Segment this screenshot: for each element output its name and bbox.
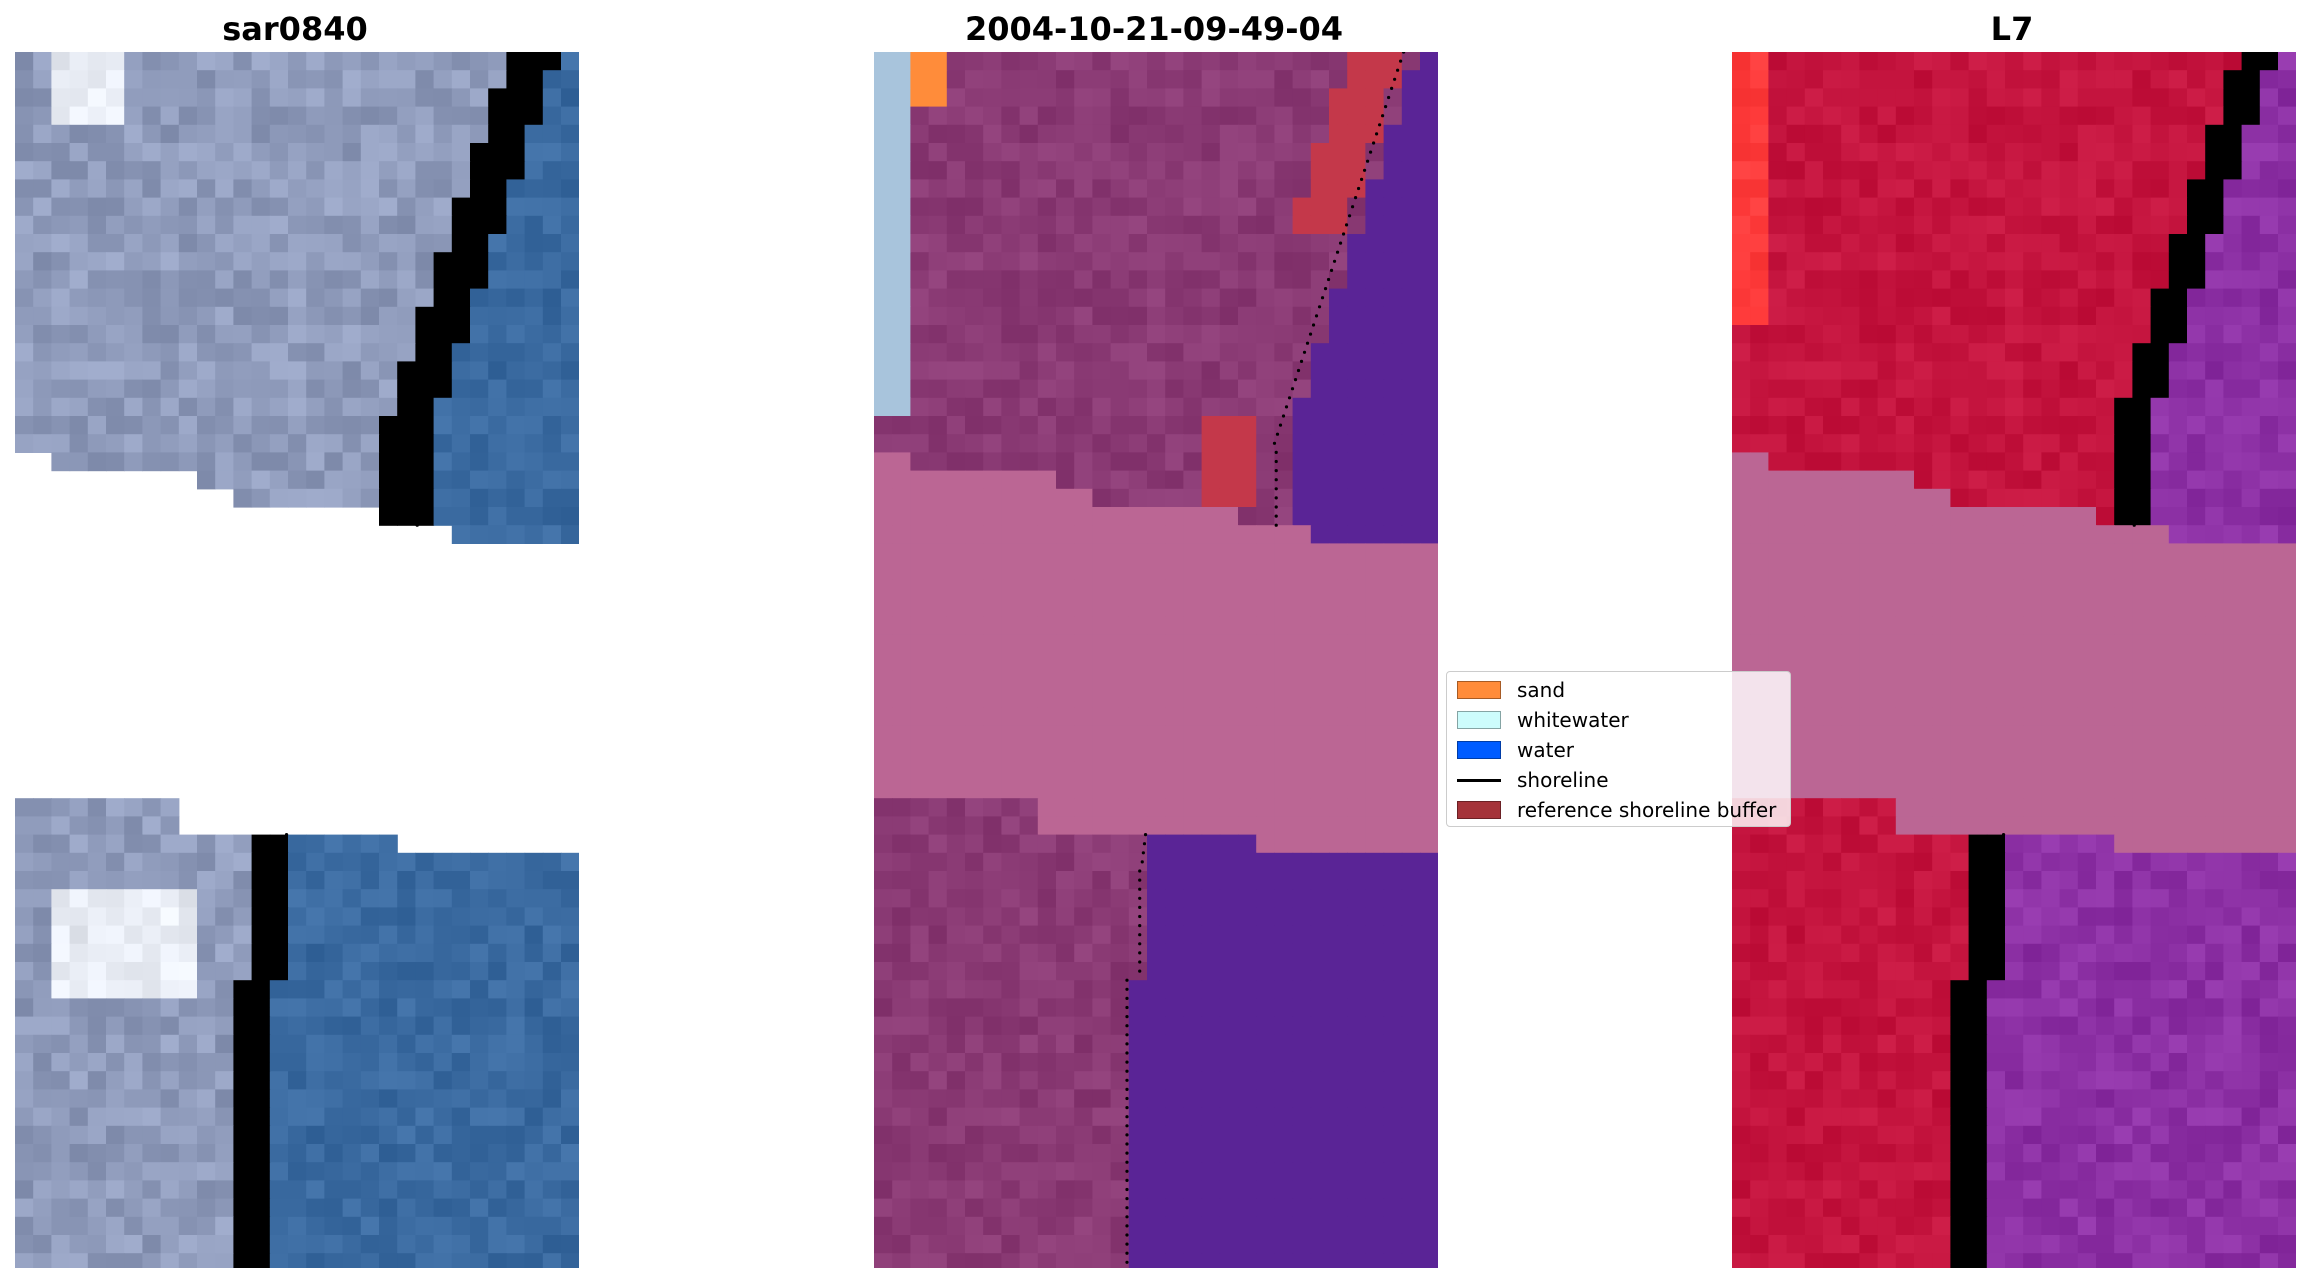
legend-swatch-reference-buffer [1457, 801, 1501, 819]
legend-item-shoreline: shoreline [1457, 766, 1609, 794]
index-pixels [1732, 52, 2296, 1268]
legend-label-shoreline: shoreline [1517, 768, 1609, 792]
panel-title-date: 2004-10-21-09-49-04 [964, 10, 1344, 48]
legend: sand whitewater water shoreline referenc… [1446, 671, 1791, 827]
index-image-panel [1732, 52, 2296, 1268]
rgb-pixels [15, 52, 579, 1268]
legend-label-whitewater: whitewater [1517, 708, 1629, 732]
classified-shoreline [1125, 52, 1406, 1264]
legend-label-water: water [1517, 738, 1574, 762]
legend-swatch-shoreline [1457, 778, 1501, 782]
legend-item-water: water [1457, 736, 1574, 764]
legend-item-sand: sand [1457, 676, 1565, 704]
legend-swatch-sand [1457, 681, 1501, 699]
classified-image [874, 52, 1438, 1268]
legend-item-whitewater: whitewater [1457, 706, 1629, 734]
legend-item-reference-buffer: reference shoreline buffer [1457, 796, 1776, 824]
legend-label-reference-buffer: reference shoreline buffer [1517, 798, 1777, 822]
rgb-shoreline [266, 52, 547, 1264]
classified-image-panel [874, 52, 1438, 1268]
classified-pixels [874, 52, 1438, 1268]
legend-swatch-water [1457, 741, 1501, 759]
legend-swatch-whitewater [1457, 711, 1501, 729]
rgb-image [15, 52, 579, 1268]
index-shoreline [1983, 52, 2264, 1264]
panel-title-rgb: sar0840 [222, 10, 368, 48]
panel-title-index: L7 [1990, 10, 2034, 48]
index-image [1732, 52, 2296, 1268]
legend-label-sand: sand [1517, 678, 1566, 702]
rgb-image-panel [15, 52, 579, 1268]
